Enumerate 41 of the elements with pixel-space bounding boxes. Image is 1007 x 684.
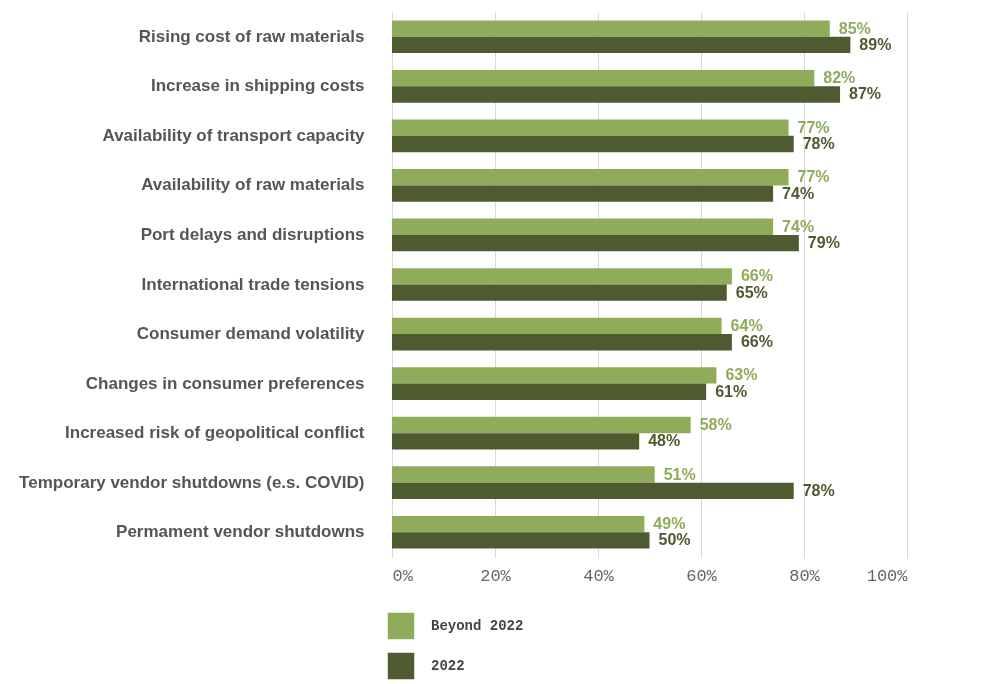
x-tick-label: 40% [583, 566, 615, 586]
data-label: 58% [699, 415, 732, 433]
legend-label: 2022 [431, 658, 465, 674]
data-label: 77% [797, 118, 830, 136]
data-label: 50% [658, 531, 691, 549]
y-tick-label: Rising cost of raw materials [138, 26, 365, 46]
data-label: 51% [663, 465, 696, 483]
data-label: 82% [823, 69, 856, 87]
legend-label: Beyond 2022 [431, 618, 524, 634]
data-label: 65% [735, 283, 768, 301]
y-tick-label: Availability of raw materials [141, 175, 365, 195]
y-tick-label: Port delays and disruptions [140, 224, 365, 244]
data-label: 89% [859, 35, 892, 53]
data-label: 74% [782, 217, 815, 235]
x-tick-label: 20% [480, 566, 512, 586]
data-label: 79% [807, 234, 840, 252]
data-label: 63% [725, 366, 758, 384]
data-label: 77% [797, 168, 830, 186]
data-label: 49% [653, 515, 686, 533]
y-tick-label: Changes in consumer preferences [85, 373, 365, 393]
data-label: 78% [802, 481, 835, 499]
y-tick-label: Permament vendor shutdowns [116, 522, 365, 542]
data-label: 48% [648, 432, 681, 450]
y-tick-label: International trade tensions [141, 274, 365, 294]
data-label: 87% [849, 85, 882, 103]
x-tick-label: 100% [866, 566, 909, 586]
data-label: 61% [715, 382, 748, 400]
x-tick-label: 60% [686, 566, 718, 586]
data-label: 66% [740, 267, 773, 285]
data-label: 74% [782, 184, 815, 202]
y-tick-label: Availability of transport capacity [102, 125, 366, 145]
y-tick-label: Increased risk of geopolitical conflict [65, 423, 365, 443]
y-tick-label: Increase in shipping costs [150, 76, 365, 96]
data-label: 78% [802, 135, 835, 153]
y-tick-label: Consumer demand volatility [136, 324, 366, 344]
data-label: 64% [730, 316, 763, 334]
y-tick-label: Temporary vendor shutdowns (e.s. COVID) [19, 472, 365, 492]
x-tick-label: 0% [392, 566, 414, 586]
x-tick-label: 80% [789, 566, 821, 586]
data-label: 66% [740, 333, 773, 351]
data-label: 85% [838, 19, 871, 37]
